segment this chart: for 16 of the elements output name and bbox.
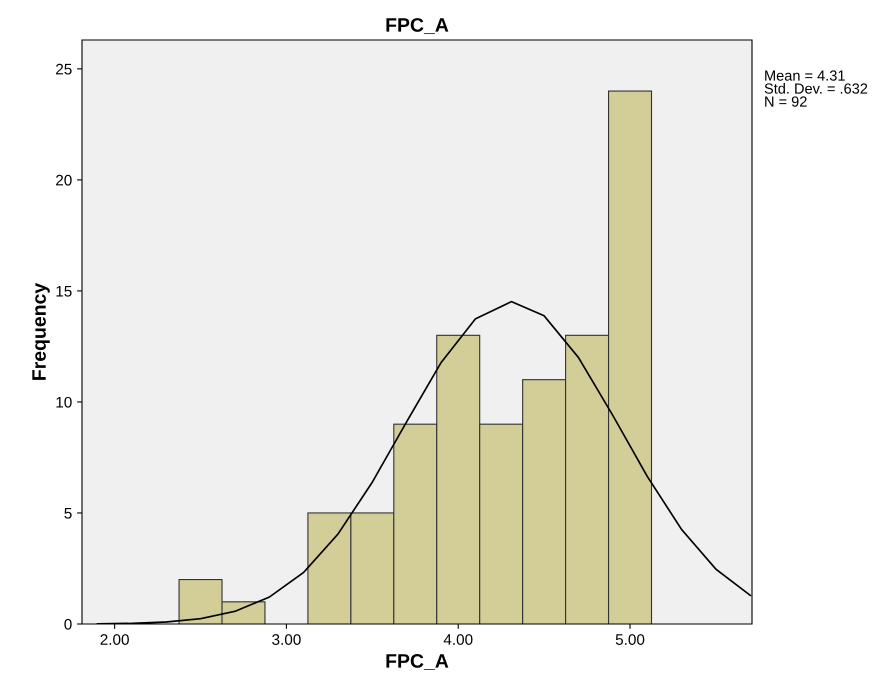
x-axis-title: FPC_A xyxy=(386,654,448,670)
text: Mean = 4.31 xyxy=(765,70,845,81)
y-axis-title: Frequency xyxy=(32,282,50,380)
x-tick-label: 5.00 xyxy=(616,634,644,645)
y-tick-label: 15 xyxy=(56,286,72,297)
x-tick-label: 4.00 xyxy=(444,634,472,645)
y-tick-label: 25 xyxy=(56,64,72,75)
text: Std. Dev. = .632 xyxy=(764,83,868,94)
y-tick-label: 20 xyxy=(56,174,72,186)
y-tick-label: 5 xyxy=(64,508,72,519)
y-tick-label: 10 xyxy=(56,396,72,408)
x-tick-label: 2.00 xyxy=(100,634,129,645)
x-tick-label: 3.00 xyxy=(272,634,301,645)
y-tick-label: 0 xyxy=(64,618,72,630)
chart-title: FPC_A xyxy=(386,18,448,34)
text: N = 92 xyxy=(765,96,807,107)
